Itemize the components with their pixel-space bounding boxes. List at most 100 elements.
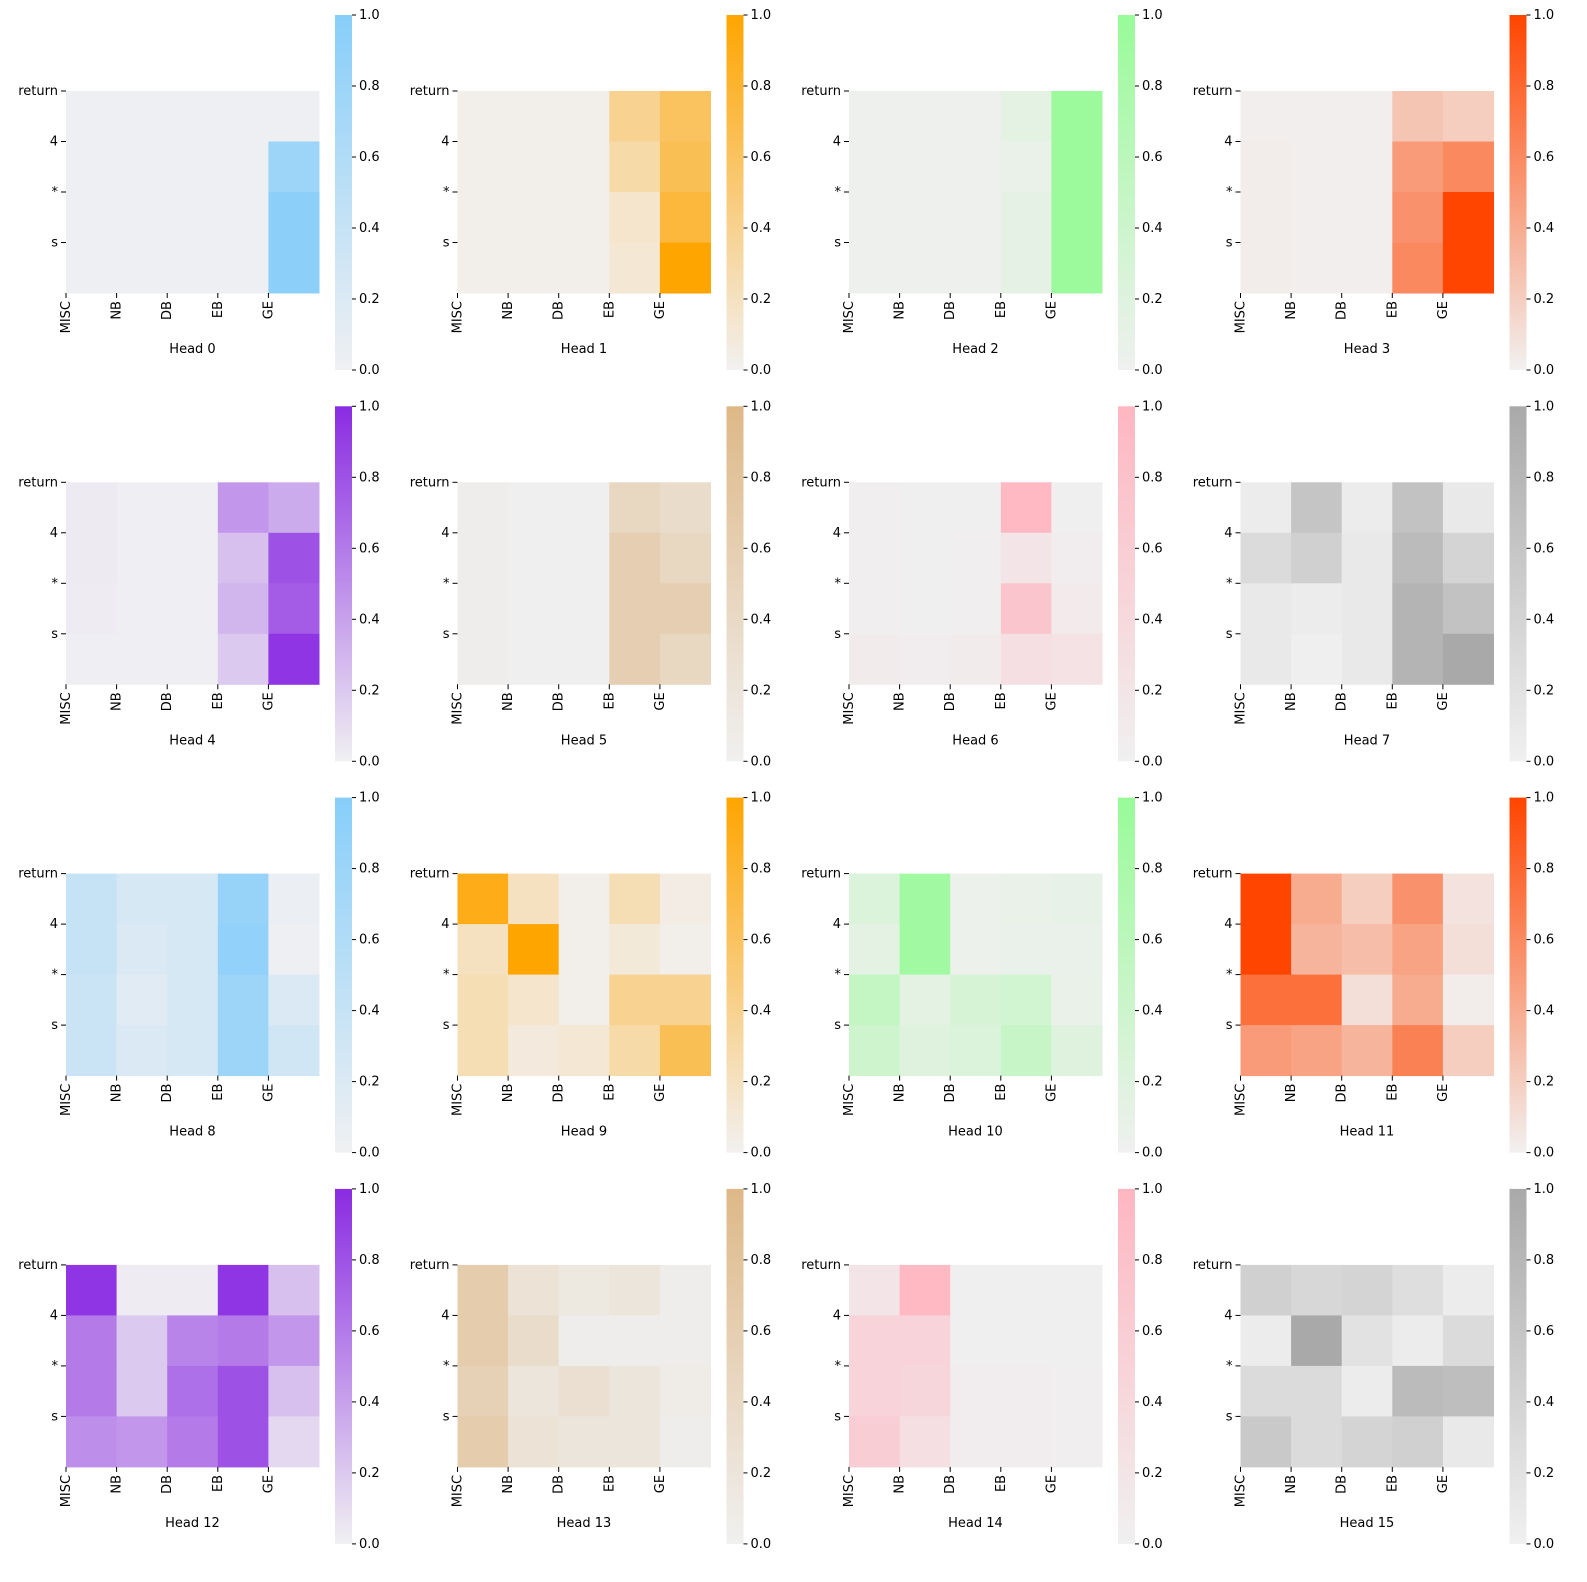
heatmap-cell	[1000, 974, 1052, 1026]
heatmap-cell	[1392, 242, 1444, 294]
colorbar-tick-label: 0.0	[359, 363, 380, 378]
y-tick-label: s	[51, 627, 58, 642]
x-tick-label: EB	[211, 1084, 226, 1101]
colorbar	[726, 15, 744, 370]
y-tick-label: return	[18, 84, 58, 99]
colorbar	[1118, 1188, 1135, 1544]
heatmap-cell	[1291, 141, 1343, 193]
heatmap-cell	[609, 1416, 661, 1468]
x-axis-label: Head 14	[948, 1516, 1003, 1531]
colorbar-tick-label: 0.6	[1142, 150, 1163, 165]
colorbar-tick-label: 0.4	[1142, 1395, 1163, 1410]
heatmap-cell	[457, 482, 509, 534]
colorbar-tick-label: 0.4	[751, 221, 772, 236]
heatmap-cell	[1051, 141, 1103, 193]
heatmap-cell	[659, 974, 711, 1026]
heatmap-cell	[849, 924, 901, 976]
heatmap-cell	[1240, 141, 1292, 193]
colorbar-tick-label: 0.4	[359, 1004, 380, 1019]
heatmap-cell	[116, 482, 168, 534]
heatmap-cell	[116, 1416, 168, 1468]
x-tick-label: NB	[110, 1084, 125, 1103]
heatmap-cell	[609, 633, 661, 685]
x-tick-label: EB	[211, 301, 226, 318]
y-tick-label: 4	[1224, 1308, 1232, 1323]
heatmap-cell	[1442, 633, 1494, 685]
heatmap-cell	[849, 974, 901, 1026]
heatmap-cell	[950, 583, 1002, 635]
x-tick-label: DB	[1335, 301, 1350, 320]
y-tick-label: *	[52, 968, 59, 983]
x-tick-label: MISC	[451, 1475, 466, 1507]
heatmap-cell	[508, 583, 560, 635]
colorbar-tick-label: 0.4	[359, 221, 380, 236]
heatmap-cell	[609, 192, 661, 243]
y-tick-label: 4	[833, 526, 841, 541]
x-tick-label: MISC	[451, 692, 466, 724]
x-tick-label: NB	[1284, 692, 1299, 711]
colorbar-tick-label: 0.8	[751, 79, 772, 94]
colorbar-tick-label: 0.2	[1534, 683, 1555, 698]
x-tick-label: NB	[1284, 1475, 1299, 1494]
heatmap-cell	[1291, 242, 1343, 294]
heatmap-cell	[1000, 1416, 1052, 1468]
heatmap-cell	[950, 1365, 1002, 1417]
x-axis-label: Head 5	[561, 733, 607, 748]
x-tick-label: DB	[160, 692, 175, 711]
heatmap-cell	[66, 141, 118, 193]
y-tick-label: *	[835, 1359, 842, 1374]
heatmap-cell	[217, 633, 269, 685]
heatmap-cell	[457, 1416, 509, 1468]
colorbar	[335, 1188, 352, 1544]
heatmap-cell	[116, 583, 168, 635]
y-tick-label: 4	[833, 1308, 841, 1323]
heatmap-cell	[1291, 974, 1343, 1026]
x-tick-label: DB	[943, 301, 958, 320]
x-tick-label: DB	[552, 301, 567, 320]
heatmap-cell	[609, 91, 661, 142]
colorbar-tick-label: 0.8	[751, 862, 772, 877]
x-tick-label: EB	[602, 301, 617, 318]
heatmap-cell	[899, 1365, 951, 1417]
heatmap-cell	[899, 242, 951, 294]
heatmap-cell	[1341, 1315, 1393, 1367]
heatmap-cell	[1442, 532, 1494, 584]
heatmap-cell	[66, 1264, 118, 1316]
colorbar-tick-label: 0.0	[1142, 754, 1163, 769]
heatmap-cell	[849, 583, 901, 635]
heatmap-cell	[1000, 192, 1052, 243]
y-tick-label: *	[835, 576, 842, 591]
colorbar-tick-label: 1.0	[1142, 1182, 1163, 1197]
x-tick-label: NB	[893, 1084, 908, 1103]
colorbar-tick-label: 0.8	[1142, 862, 1163, 877]
heatmap-cell	[609, 873, 661, 925]
x-tick-label: GE	[653, 1475, 668, 1493]
heatmap-cell	[899, 974, 951, 1026]
colorbar-tick-label: 0.6	[359, 150, 380, 165]
colorbar-tick-label: 0.0	[1534, 1146, 1555, 1161]
heatmap-cell	[457, 583, 509, 635]
heatmap-cell	[659, 1264, 711, 1316]
heatmap-cell	[457, 242, 509, 294]
heatmap-cell	[66, 1416, 118, 1468]
heatmap-cell	[508, 1315, 560, 1367]
heatmap-cell	[849, 482, 901, 534]
heatmap-cell	[1341, 1365, 1393, 1417]
heatmap-cell	[1291, 1025, 1343, 1077]
heatmap-cell	[457, 141, 509, 193]
colorbar-tick-label: 1.0	[1534, 791, 1555, 806]
heatmap-cell	[1392, 482, 1444, 534]
colorbar-tick-label: 0.6	[751, 150, 772, 165]
x-tick-label: MISC	[451, 301, 466, 333]
heatmap-cell	[217, 192, 269, 243]
heatmap-cell	[508, 242, 560, 294]
heatmap-cell	[1442, 1025, 1494, 1077]
heatmap-cell	[457, 873, 509, 925]
x-tick-label: DB	[160, 1084, 175, 1103]
colorbar-tick-label: 0.6	[751, 541, 772, 556]
colorbar-tick-label: 0.6	[1534, 933, 1555, 948]
y-tick-label: return	[410, 1258, 450, 1273]
heatmap-cell	[950, 91, 1002, 142]
colorbar-tick-label: 0.2	[751, 1466, 772, 1481]
colorbar-tick-label: 0.8	[1534, 1253, 1555, 1268]
